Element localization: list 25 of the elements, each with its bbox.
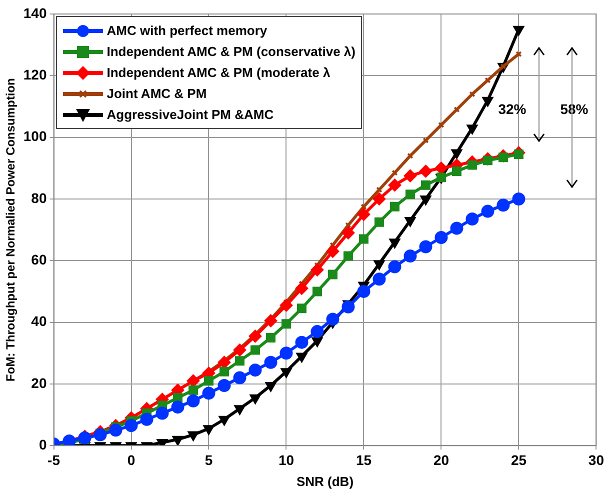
- annotation: 32%: [498, 100, 527, 117]
- y-tick-label: 40: [31, 313, 47, 330]
- y-tick-label: 20: [31, 374, 47, 391]
- x-tick-label: 5: [204, 452, 213, 468]
- y-tick-label: 140: [23, 4, 47, 21]
- legend-label: AMC with perfect memory: [106, 23, 268, 38]
- y-tick-label: 100: [23, 128, 47, 144]
- y-tick-label: 120: [23, 66, 47, 83]
- x-tick-label: 20: [433, 452, 450, 468]
- legend-label: Independent AMC & PM (conservative λ): [106, 44, 356, 59]
- legend-label: Independent AMC & PM (moderate λ: [106, 65, 330, 80]
- annotation: 58%: [560, 100, 589, 117]
- legend-label: AggressiveJoint PM &AMC: [106, 107, 274, 122]
- y-tick-label: 60: [31, 251, 47, 268]
- legend-label: Joint AMC & PM: [106, 86, 207, 101]
- x-tick-label: 0: [127, 452, 136, 468]
- x-tick-label: 10: [278, 452, 294, 468]
- x-tick-label: 15: [356, 452, 372, 468]
- y-axis-title: FoM: Throughput per Normalied Power Consumption: [4, 78, 18, 382]
- x-tick-label: 25: [510, 452, 527, 468]
- x-tick-label: -5: [48, 452, 60, 468]
- y-tick-label: 0: [38, 436, 47, 452]
- y-tick-label: 80: [31, 190, 47, 206]
- x-axis-title: SNR (dB): [296, 474, 354, 489]
- x-tick-label: 30: [588, 452, 604, 468]
